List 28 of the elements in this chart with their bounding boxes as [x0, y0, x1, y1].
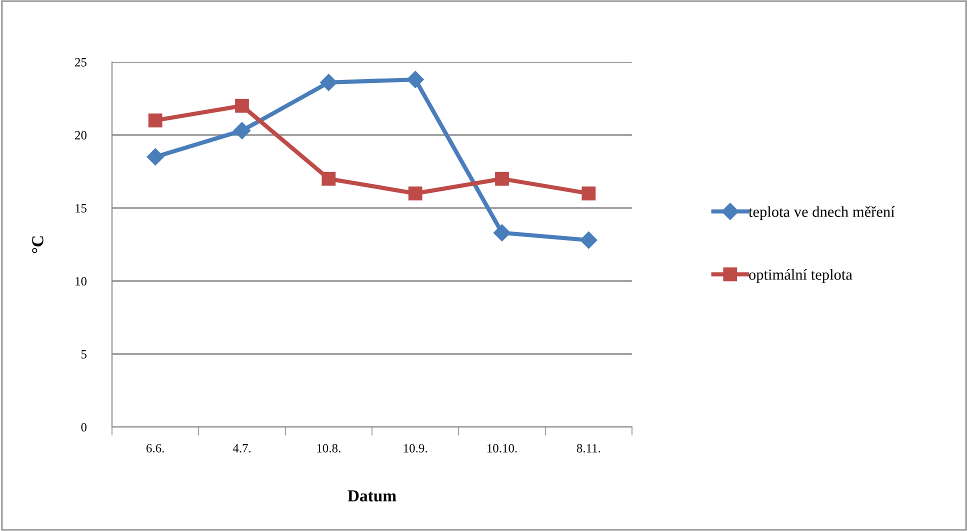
y-tick-label: 20 [75, 131, 87, 140]
point [408, 186, 422, 200]
x-axis-title: Datum [348, 490, 396, 502]
x-tick-label: 10.8. [317, 444, 340, 453]
point [235, 98, 249, 113]
point [146, 148, 164, 166]
legend-label: optimální teplota [749, 269, 852, 283]
point [406, 70, 424, 88]
x-tick-label: 10.10. [487, 444, 517, 453]
y-tick-label: 10 [76, 277, 87, 286]
point [580, 232, 598, 249]
legend-label: teplota ve dnech měření [748, 206, 895, 220]
y-tick-label: 15 [76, 204, 87, 212]
point [582, 186, 596, 200]
y-tick-label: 0 [81, 423, 87, 432]
point [320, 74, 338, 91]
point [322, 172, 336, 186]
x-tick-label: 10.9. [404, 444, 428, 453]
x-tick-label: 6.6. [146, 444, 164, 453]
y-tick-label: 25 [75, 58, 87, 66]
x-tick-label: 4.7. [232, 444, 251, 453]
point [233, 122, 251, 140]
y-axis-title: °C [32, 236, 44, 254]
point [148, 113, 162, 128]
point [493, 224, 511, 242]
x-tick-label: 8.11. [576, 444, 600, 453]
point [495, 172, 509, 186]
y-tick-label: 5 [81, 350, 87, 358]
